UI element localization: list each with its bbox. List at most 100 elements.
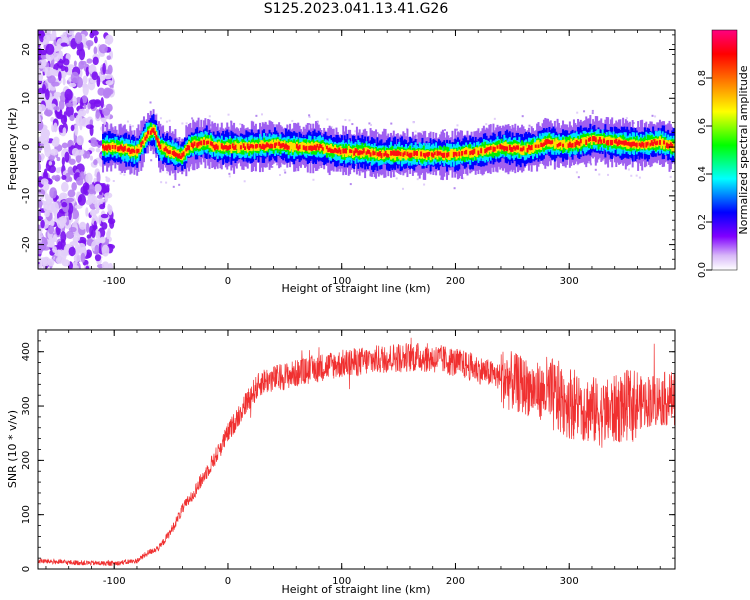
ridge-band (501, 145, 504, 150)
ridge-band (601, 136, 604, 143)
noise-blob (44, 210, 50, 218)
ridge-band (282, 142, 285, 148)
ridge-band (220, 143, 223, 149)
ridge-band (257, 144, 260, 151)
noise-blob (73, 60, 77, 67)
ridge-band (597, 139, 600, 145)
ridge-band (540, 142, 543, 148)
noise-blob (82, 75, 88, 84)
ridge-band (380, 152, 383, 159)
ridge-band (209, 141, 212, 146)
noise-blob (61, 142, 68, 149)
colorbar-frame (711, 29, 738, 271)
noise-blob (100, 184, 107, 193)
ridge-band (193, 141, 196, 147)
noise-blob (74, 265, 79, 269)
noise-blob (43, 109, 53, 117)
colorbar-tick-label: 0.8 (697, 70, 708, 86)
ridge-band (439, 151, 442, 155)
spectral-speck (228, 172, 231, 175)
ridge-band (570, 143, 573, 148)
noise-blob (89, 103, 96, 109)
spectral-speck (591, 112, 594, 115)
ridge-band (447, 152, 450, 157)
ridge-band (446, 152, 449, 158)
ridge-band (167, 150, 170, 155)
ridge-band (370, 148, 373, 158)
ridge-band (615, 138, 618, 144)
ridge-band (413, 150, 416, 157)
ridge-band (342, 148, 345, 154)
spectral-speck (260, 113, 263, 116)
ridge-band (309, 145, 312, 151)
ridge-band (432, 153, 435, 158)
spectral-speck (528, 124, 531, 127)
ridge-band (469, 151, 472, 156)
ridge-band (388, 149, 391, 158)
ridge-band (354, 148, 357, 154)
ridge-band (462, 148, 465, 157)
ridge-band (178, 153, 181, 159)
noise-blob (74, 32, 83, 44)
noise-blob (107, 228, 111, 237)
ridge-band (327, 148, 330, 153)
noise-blob (98, 44, 108, 54)
noise-blob (107, 262, 114, 269)
noise-blob (40, 153, 44, 162)
ridge-band (619, 140, 622, 145)
ridge-band (163, 147, 166, 152)
ridge-band (563, 139, 566, 148)
ridge-band (140, 141, 143, 148)
noise-blob (44, 89, 50, 101)
ridge-band (106, 145, 109, 151)
noise-blob (68, 246, 76, 257)
ridge-band (231, 143, 234, 149)
ridge-band (551, 140, 554, 144)
ridge-band (574, 141, 577, 148)
ridge-band (189, 143, 192, 150)
ridge-band (512, 145, 515, 150)
noise-blob (51, 81, 60, 87)
ridge-band (572, 139, 575, 149)
ridge-band (455, 152, 458, 157)
ridge-band (237, 143, 240, 153)
noise-blob (107, 203, 111, 212)
noise-blob (39, 257, 48, 266)
ridge-band (579, 140, 582, 147)
ridge-band (661, 138, 664, 147)
noise-blob (90, 140, 98, 148)
noise-blob (96, 171, 101, 184)
ridge-band (286, 144, 289, 150)
spectral-speck (112, 180, 115, 183)
ridge-band (534, 144, 537, 148)
ridge-band (523, 145, 526, 152)
ridge-band (552, 139, 555, 146)
spectral-speck (493, 117, 496, 120)
ridge-band (155, 134, 158, 140)
ridge-band (301, 141, 304, 152)
ridge-band (260, 140, 263, 150)
spectral-speck (159, 117, 162, 120)
spectral-speck (308, 122, 311, 125)
ridge-band (222, 145, 225, 150)
spectral-speck (351, 123, 354, 126)
ridge-band (620, 140, 623, 145)
ridge-band (451, 148, 454, 158)
ridge-band (657, 138, 660, 146)
noise-blob (91, 229, 96, 238)
ridge-band (308, 145, 311, 151)
ridge-band (329, 148, 332, 153)
noise-blob (85, 108, 90, 114)
ridge-band (233, 146, 236, 150)
noise-blob (52, 246, 57, 253)
ridge-band (291, 143, 294, 153)
ridge-band (503, 146, 506, 152)
ridge-band (196, 142, 199, 148)
spectral-speck (390, 122, 393, 125)
ridge-band (265, 142, 268, 148)
ridge-band (147, 130, 150, 135)
noise-blob (71, 182, 77, 191)
ridge-band (425, 152, 428, 157)
spectral-speck (630, 174, 633, 177)
noise-blob (94, 183, 102, 193)
